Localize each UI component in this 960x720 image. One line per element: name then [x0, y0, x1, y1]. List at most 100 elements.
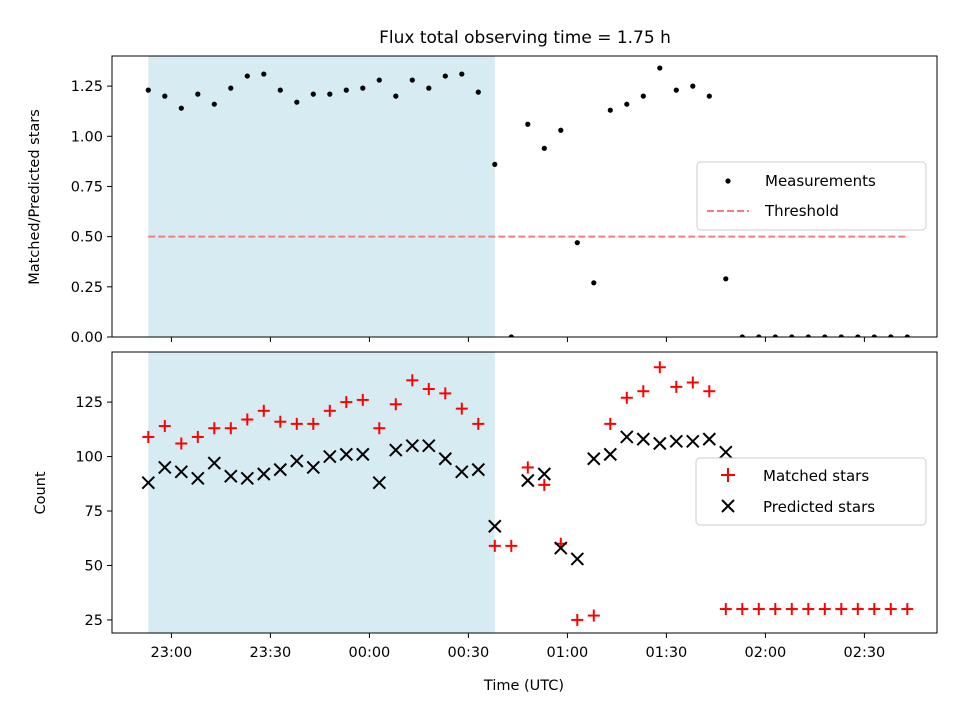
chart-title: Flux total observing time = 1.75 h [379, 28, 671, 48]
data-point-predicted [323, 449, 337, 464]
data-point-predicted [273, 462, 288, 477]
y-tick-label: 50 [85, 558, 103, 574]
legend-marker-measurements [725, 178, 731, 184]
data-point-matched [587, 609, 600, 622]
data-point [261, 71, 267, 77]
data-point-predicted [405, 438, 420, 453]
data-point-predicted [158, 460, 172, 475]
data-point-matched [488, 539, 501, 552]
data-point-matched [604, 417, 617, 430]
data-point-matched [191, 430, 204, 443]
data-point-predicted [603, 447, 618, 462]
data-point [475, 89, 481, 95]
data-point-matched [472, 417, 485, 430]
data-point-predicted [438, 452, 453, 466]
data-point [772, 334, 778, 337]
x-stroke [356, 447, 370, 462]
x-stroke [422, 438, 436, 453]
data-point [723, 276, 729, 282]
data-point [574, 240, 580, 246]
data-point-matched [868, 603, 881, 616]
x-stroke [372, 475, 387, 490]
data-point-matched [356, 393, 369, 406]
data-point-predicted [356, 447, 370, 462]
data-point-matched [752, 603, 765, 616]
data-point [657, 65, 663, 71]
x-stroke [636, 432, 651, 446]
x-stroke [455, 465, 469, 479]
legend-marker-predicted-stars [721, 499, 735, 513]
y-tick-label: 0.25 [71, 280, 103, 296]
data-point-predicted [488, 519, 502, 533]
data-point-matched [406, 374, 419, 387]
x-stroke [257, 467, 271, 481]
data-point-predicted [174, 465, 189, 479]
data-point-matched [208, 422, 221, 435]
data-point [756, 334, 762, 337]
y-tick-label: 1.25 [71, 79, 103, 95]
data-point-matched [653, 361, 666, 374]
x-tick-label: 01:00 [547, 645, 589, 661]
data-point-matched [620, 391, 633, 404]
data-point-matched [290, 417, 303, 430]
x-tick-label: 00:30 [448, 645, 490, 661]
data-point [541, 145, 547, 151]
data-point-predicted [141, 475, 156, 490]
data-point [888, 334, 894, 337]
x-stroke [224, 469, 238, 483]
bottom-plot-frame [111, 351, 938, 634]
data-point [310, 91, 316, 97]
bottom-legend-frame [695, 457, 927, 526]
data-point [426, 85, 432, 91]
data-point [162, 93, 168, 99]
x-stroke [273, 462, 288, 477]
x-stroke [290, 454, 304, 468]
data-point-matched [142, 430, 155, 443]
data-point-predicted [339, 447, 354, 462]
y-tick-label: 100 [75, 450, 103, 466]
data-point [508, 334, 514, 337]
y-tick-label: 75 [85, 504, 103, 520]
y-tick-label: 25 [85, 613, 103, 629]
data-point [343, 87, 349, 93]
data-point-predicted [471, 462, 486, 477]
data-point-predicted [653, 436, 667, 451]
y-tick-label: 125 [75, 395, 103, 411]
data-point-matched [505, 539, 518, 552]
data-point [789, 334, 795, 337]
data-point-matched [571, 613, 584, 626]
observing-window-span [148, 56, 495, 337]
data-point [838, 334, 844, 337]
data-point-matched [175, 437, 188, 450]
data-point [145, 87, 151, 93]
x-stroke [389, 443, 403, 457]
x-stroke [570, 552, 585, 566]
data-point-predicted [224, 469, 238, 483]
data-point-matched [818, 603, 831, 616]
data-point [393, 93, 399, 99]
x-stroke [537, 467, 552, 481]
x-stroke [158, 460, 172, 475]
data-point-matched [257, 404, 270, 417]
data-point [327, 91, 333, 97]
x-tick-label: 23:00 [151, 645, 193, 661]
x-stroke [587, 452, 601, 466]
data-point [195, 91, 201, 97]
data-point-predicted [719, 445, 733, 459]
data-point-matched [274, 415, 287, 428]
x-stroke [521, 473, 535, 488]
data-point [624, 101, 630, 107]
data-point-predicted [537, 467, 552, 481]
data-point-matched [439, 387, 452, 400]
data-point [277, 87, 283, 93]
x-stroke [306, 460, 321, 475]
x-stroke [141, 475, 156, 490]
data-point [855, 334, 861, 337]
x-stroke [207, 456, 222, 470]
data-point-matched [901, 603, 914, 616]
data-point [822, 334, 828, 337]
data-point-matched [719, 603, 732, 616]
data-point [228, 85, 234, 91]
x-tick-label: 02:00 [745, 645, 787, 661]
